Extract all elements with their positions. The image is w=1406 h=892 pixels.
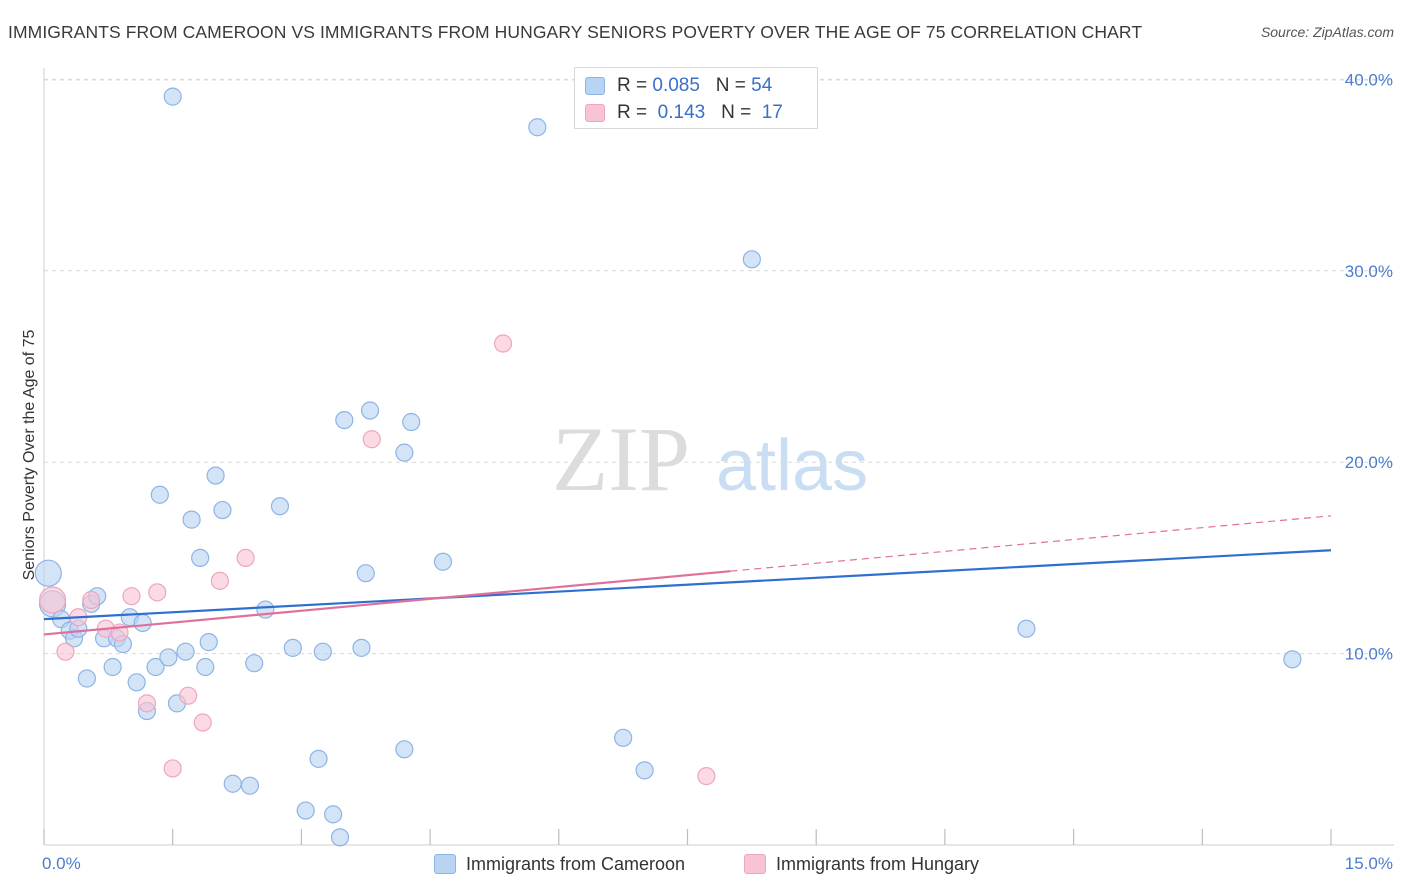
legend-row-hungary: R = 0.143 N = 17: [585, 100, 783, 126]
scatter-point: [528, 118, 547, 137]
scatter-point: [313, 642, 332, 661]
scatter-point: [199, 633, 218, 652]
trend-line-hungary: [43, 570, 731, 636]
scatter-point: [270, 497, 290, 516]
scatter-point: [127, 673, 146, 692]
scatter-point: [133, 613, 152, 633]
scatter-point: [324, 805, 343, 824]
chart-title: IMMIGRANTS FROM CAMEROON VS IMMIGRANTS F…: [8, 22, 1143, 42]
legend-n-value: 17: [761, 102, 783, 123]
trend-lines: [43, 515, 1332, 636]
scatter-point: [356, 564, 375, 583]
scatter-point: [191, 548, 210, 568]
y-tick-label: 40.0%: [1345, 70, 1393, 89]
scatter-point: [163, 87, 182, 106]
bottom-legend-label-cameroon: Immigrants from Cameroon: [466, 853, 686, 874]
scatter-point: [122, 587, 141, 606]
y-tick-label: 30.0%: [1345, 262, 1393, 281]
scatter-point: [296, 801, 315, 820]
bottom-legend-cameroon: Immigrants from Cameroon: [434, 851, 685, 877]
scatter-point: [614, 728, 633, 747]
scatter-point: [240, 776, 260, 795]
scatter-point: [82, 590, 101, 610]
scatter-point: [330, 828, 350, 847]
scatter-point: [193, 713, 212, 732]
scatter-point: [210, 571, 229, 590]
scatter-point: [283, 638, 302, 657]
scatter-point: [38, 586, 67, 614]
y-axis-label: Seniors Poverty Over the Age of 75: [21, 330, 38, 581]
watermark: ZIP atlas: [552, 408, 868, 510]
scatter-point: [223, 774, 242, 793]
scatter-point: [77, 669, 97, 688]
scatter-point: [148, 583, 167, 602]
scatter-point: [179, 686, 198, 705]
legend-row-cameroon: R = 0.085 N = 54: [585, 73, 772, 99]
legend-swatch-hungary: [585, 104, 605, 122]
legend-r-value: 0.143: [657, 102, 706, 123]
scatter-point: [697, 766, 716, 786]
watermark-atlas: atlas: [716, 426, 868, 506]
scatter-point: [360, 401, 380, 420]
scatter-point: [150, 485, 169, 504]
scatter-point: [395, 740, 414, 759]
scatter-point: [335, 410, 354, 430]
scatter-point: [137, 694, 157, 713]
bottom-legend-hungary: Immigrants from Hungary: [744, 851, 979, 877]
y-tick-labels: 10.0% 20.0% 30.0% 40.0%: [1345, 70, 1393, 663]
scatter-point: [395, 443, 414, 462]
scatter-point: [433, 552, 453, 571]
y-tick-label: 10.0%: [1345, 645, 1393, 664]
scatter-point: [159, 648, 178, 667]
scatter-point: [34, 559, 62, 587]
x-tick-label: 15.0%: [1345, 854, 1393, 873]
scatter-point: [309, 749, 328, 768]
scatter-point: [206, 466, 225, 485]
correlation-legend: R = 0.085 N = 54 R = 0.143 N = 17: [574, 67, 818, 129]
y-tick-label: 20.0%: [1345, 453, 1393, 472]
bottom-legend-swatch-cameroon: [434, 854, 456, 874]
scatter-point: [493, 334, 513, 353]
x-tick-label: 0.0%: [42, 854, 81, 873]
legend-r-value: 0.085: [652, 75, 700, 96]
legend-n-value: 54: [751, 75, 773, 96]
bottom-legend-swatch-hungary: [744, 854, 766, 874]
scatter-point: [176, 642, 195, 661]
scatter-point: [362, 430, 381, 449]
scatter-point: [213, 500, 232, 520]
scatter-point: [635, 761, 654, 780]
scatter-point: [1017, 619, 1036, 638]
scatter-point: [182, 510, 201, 529]
legend-r-label: R =: [617, 102, 648, 123]
source-credit: Source: ZipAtlas.com: [1260, 24, 1394, 40]
x-tick-labels: 0.0% 15.0%: [42, 854, 1393, 873]
trend-line-hungary-extrapolated: [730, 515, 1332, 572]
legend-r-label: R =: [617, 75, 648, 96]
legend-n-label: N =: [721, 102, 752, 123]
watermark-zip: ZIP: [552, 408, 690, 510]
scatter-point: [196, 657, 215, 677]
hungary-points: [38, 334, 716, 786]
scatter-point: [103, 657, 122, 677]
axes: [43, 68, 1394, 846]
legend-swatch-cameroon: [585, 77, 605, 95]
scatter-point: [146, 657, 165, 677]
scatter-point: [163, 759, 182, 778]
scatter-point: [352, 638, 371, 657]
trend-line-cameroon: [43, 549, 1332, 621]
legend-n-label: N =: [715, 75, 746, 96]
scatter-point: [742, 250, 761, 269]
scatter-point: [245, 654, 264, 673]
scatter-point: [56, 642, 75, 661]
gridlines: [44, 78, 1394, 655]
scatter-point: [402, 412, 421, 432]
scatter-point: [1283, 650, 1302, 669]
bottom-legend-label-hungary: Immigrants from Hungary: [776, 853, 980, 874]
scatter-point: [236, 548, 255, 568]
